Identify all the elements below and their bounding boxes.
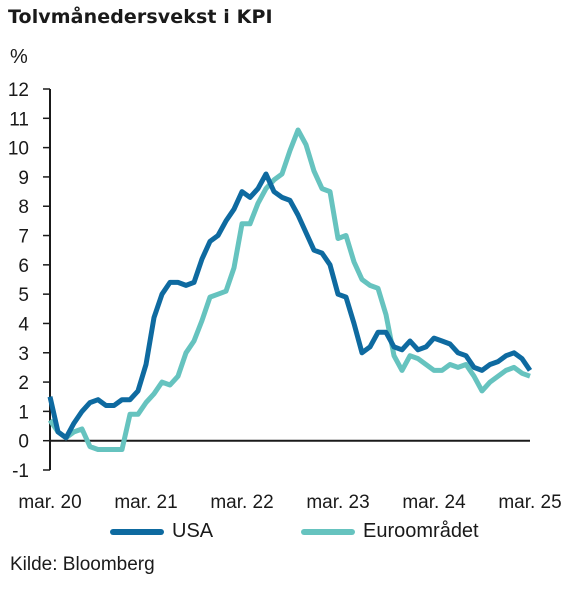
x-axis-ticks: mar. 20 mar. 21 mar. 22 mar. 23 mar. 24 mar. … xyxy=(18,492,561,513)
legend-label-usa: USA xyxy=(172,520,214,542)
y-tick-label: -1 xyxy=(12,461,29,482)
legend-swatch-euroomradet xyxy=(301,528,355,535)
x-tick-label: mar. 24 xyxy=(402,492,466,513)
series-line-euroomradet xyxy=(47,127,531,452)
legend-item-usa: USA xyxy=(110,520,213,543)
y-tick-label: 10 xyxy=(8,139,29,160)
y-tick-label: 8 xyxy=(18,197,29,218)
x-tick-label: mar. 25 xyxy=(498,492,561,513)
y-tick-label: 4 xyxy=(18,314,29,335)
series-lines xyxy=(47,127,533,452)
y-tick-label: 9 xyxy=(18,168,29,189)
series-line-usa xyxy=(47,171,533,441)
source-note: Kilde: Bloomberg xyxy=(10,554,155,575)
y-tick-label: 5 xyxy=(18,285,29,306)
legend-item-euroomradet: Euroområdet xyxy=(301,520,479,543)
x-tick-label: mar. 21 xyxy=(114,492,177,513)
y-tick-label: 7 xyxy=(18,227,29,248)
x-tick-label: mar. 23 xyxy=(306,492,369,513)
y-tick-label: 3 xyxy=(18,344,29,365)
legend-label-euroomradet: Euroområdet xyxy=(363,520,479,542)
y-tick-label: 0 xyxy=(18,432,29,453)
y-tick-label: 12 xyxy=(8,80,29,101)
y-tick-label: 2 xyxy=(18,373,29,394)
y-tick-label: 1 xyxy=(18,402,29,423)
legend-swatch-usa xyxy=(110,528,164,535)
x-tick-label: mar. 22 xyxy=(210,492,273,513)
x-tick-label: mar. 20 xyxy=(18,492,81,513)
y-tick-label: 6 xyxy=(18,256,29,277)
y-tick-label: 11 xyxy=(9,109,29,130)
chart-title: Tolvmånedersvekst i KPI xyxy=(8,6,273,28)
y-axis-label: % xyxy=(10,46,28,68)
